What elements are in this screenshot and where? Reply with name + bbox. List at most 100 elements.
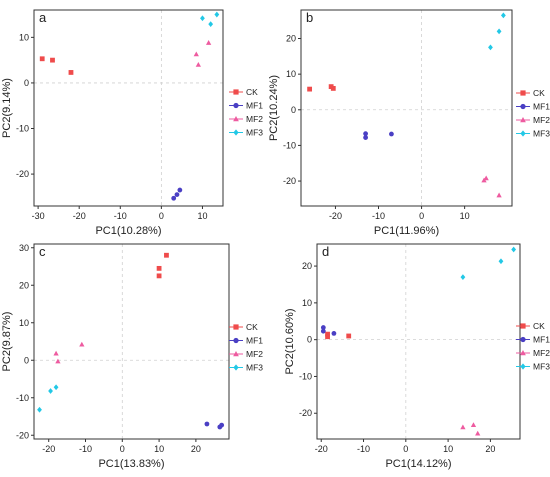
y-tick-label: -10: [16, 124, 29, 134]
legend: CK MF1 MF2 MF3: [516, 88, 550, 139]
plot-frame: [316, 243, 521, 440]
legend-label-mf2: MF2: [533, 115, 550, 125]
data-point-mf3: [498, 258, 504, 265]
x-tick-label: 0: [419, 211, 424, 221]
y-axis-label: PC2(9.14%): [1, 78, 13, 138]
y-tick-label: 20: [19, 280, 29, 290]
data-point-mf2: [193, 51, 199, 57]
data-point-mf3: [200, 15, 205, 22]
data-point-ck: [50, 57, 55, 63]
data-point-mf2: [470, 422, 477, 428]
legend-label-mf3: MF3: [533, 129, 550, 139]
x-axis-label: PC1(14.12%): [385, 458, 451, 470]
data-point-mf2: [195, 61, 201, 67]
y-axis-label: PC2(10.24%): [268, 75, 280, 141]
data-point-mf1: [174, 192, 180, 198]
data-point-mf1: [320, 325, 326, 330]
data-point-mf3: [37, 406, 42, 413]
panel-label: d: [322, 244, 329, 259]
panel-label: b: [306, 10, 313, 25]
y-tick-label: 10: [286, 69, 296, 79]
x-tick-label: 10: [460, 211, 470, 221]
data-point-ck: [164, 252, 169, 258]
data-point-ck: [325, 331, 330, 337]
data-point-ck: [346, 333, 352, 339]
data-point-ck: [68, 70, 74, 75]
panel-a: -30 -20 -10 0 10 -20 -10 0 10 PC1(10.28%) PC2(9.14…: [1, 9, 263, 237]
y-tick-label: 20: [302, 261, 312, 271]
y-tick-label: -20: [283, 176, 296, 186]
data-point-ck: [156, 273, 162, 279]
legend-marker-mf2: [233, 116, 239, 122]
legend-marker-mf2: [520, 117, 526, 123]
legend: CK MF1 MF2 MF3: [516, 321, 550, 372]
legend-marker-mf3: [233, 129, 239, 136]
data-point-mf2: [481, 177, 487, 183]
legend-label-ck: CK: [246, 322, 258, 332]
data-point-ck: [39, 56, 45, 62]
y-axis-label: PC2(9.87%): [1, 312, 13, 372]
data-point-mf2: [496, 192, 502, 198]
y-tick-label: 0: [307, 335, 312, 345]
data-point-mf2: [53, 350, 59, 356]
data-point-mf2: [483, 175, 489, 181]
legend-label-mf1: MF1: [246, 101, 263, 111]
legend-marker-mf2: [520, 350, 526, 356]
y-tick-label: -20: [16, 430, 29, 440]
legend: CK MF1 MF2 MF3: [229, 87, 263, 138]
data-point-mf1: [363, 135, 368, 140]
data-point-mf1: [177, 187, 183, 193]
panel-label: a: [39, 10, 47, 25]
x-tick-label: -20: [315, 444, 328, 454]
x-tick-label: -20: [42, 444, 55, 454]
legend-label-mf2: MF2: [246, 114, 263, 124]
legend-label-ck: CK: [533, 88, 545, 98]
data-point-ck: [307, 86, 313, 92]
legend-label-mf2: MF2: [246, 349, 263, 359]
legend-marker-mf1: [233, 102, 239, 109]
panel-label: c: [39, 244, 46, 259]
x-tick-label: -10: [372, 211, 385, 221]
legend-marker-mf3: [520, 130, 526, 137]
x-tick-label: 10: [154, 444, 164, 454]
data-point-mf1: [204, 421, 210, 427]
y-tick-label: 10: [302, 298, 312, 308]
legend-marker-mf2: [233, 351, 239, 357]
x-tick-label: 10: [197, 211, 207, 221]
y-tick-label: -10: [283, 140, 296, 150]
x-tick-label: -20: [73, 211, 86, 221]
data-point-mf3: [511, 246, 517, 253]
data-point-mf3: [500, 12, 506, 19]
x-tick-label: -20: [329, 211, 342, 221]
data-point-mf2: [55, 358, 61, 364]
y-tick-label: 10: [19, 318, 29, 328]
legend-label-mf3: MF3: [246, 128, 263, 138]
legend-marker-ck: [233, 89, 239, 95]
legend-label-mf2: MF2: [533, 348, 550, 358]
data-point-mf3: [214, 11, 220, 18]
y-tick-label: 0: [24, 355, 29, 365]
legend-marker-ck: [520, 323, 526, 329]
y-tick-label: 0: [24, 78, 29, 88]
legend-label-mf1: MF1: [246, 336, 263, 346]
legend-marker-ck: [520, 90, 526, 96]
x-tick-label: 10: [443, 444, 453, 454]
legend-label-mf3: MF3: [246, 363, 263, 373]
data-point-mf3: [460, 274, 466, 280]
legend-marker-mf3: [233, 364, 239, 371]
x-tick-label: -30: [32, 211, 45, 221]
data-point-mf3: [48, 388, 53, 394]
data-point-mf2: [205, 40, 212, 45]
x-tick-label: -10: [114, 211, 127, 221]
y-tick-label: 20: [286, 34, 296, 44]
legend-label-ck: CK: [533, 321, 545, 331]
data-point-ck: [325, 334, 330, 340]
data-point-mf3: [208, 21, 214, 28]
data-point-mf1: [389, 131, 394, 137]
data-point-mf1: [331, 331, 337, 336]
y-tick-label: 10: [19, 32, 29, 42]
y-tick-label: 30: [19, 243, 29, 253]
legend-marker-mf1: [520, 336, 526, 343]
y-tick-label: -20: [16, 169, 29, 179]
data-point-mf1: [363, 131, 368, 137]
